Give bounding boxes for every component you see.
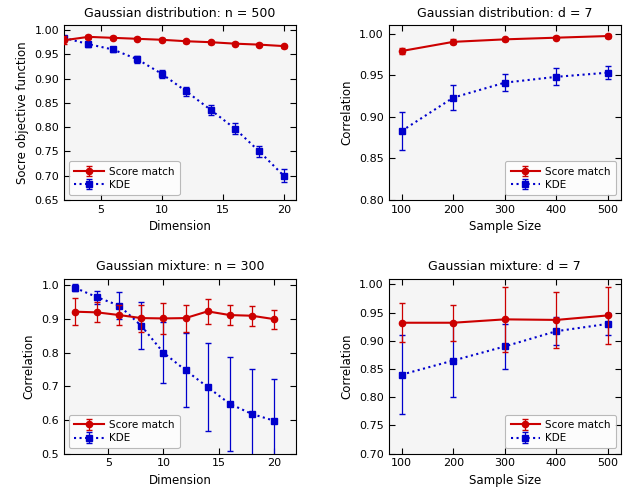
Legend: Score match, KDE: Score match, KDE [506, 415, 616, 449]
X-axis label: Sample Size: Sample Size [468, 474, 541, 487]
Y-axis label: Socre objective function: Socre objective function [16, 41, 29, 184]
X-axis label: Dimension: Dimension [148, 474, 211, 487]
Title: Gaussian distribution: d = 7: Gaussian distribution: d = 7 [417, 7, 593, 20]
Title: Gaussian mixture: n = 300: Gaussian mixture: n = 300 [96, 261, 264, 273]
Y-axis label: Correlation: Correlation [340, 80, 354, 145]
Legend: Score match, KDE: Score match, KDE [69, 161, 179, 195]
Y-axis label: Correlation: Correlation [340, 334, 354, 399]
Title: Gaussian distribution: n = 500: Gaussian distribution: n = 500 [84, 7, 276, 20]
X-axis label: Sample Size: Sample Size [468, 220, 541, 233]
Y-axis label: Correlation: Correlation [23, 334, 36, 399]
X-axis label: Dimension: Dimension [148, 220, 211, 233]
Legend: Score match, KDE: Score match, KDE [69, 415, 179, 449]
Title: Gaussian mixture: d = 7: Gaussian mixture: d = 7 [428, 261, 581, 273]
Legend: Score match, KDE: Score match, KDE [506, 161, 616, 195]
